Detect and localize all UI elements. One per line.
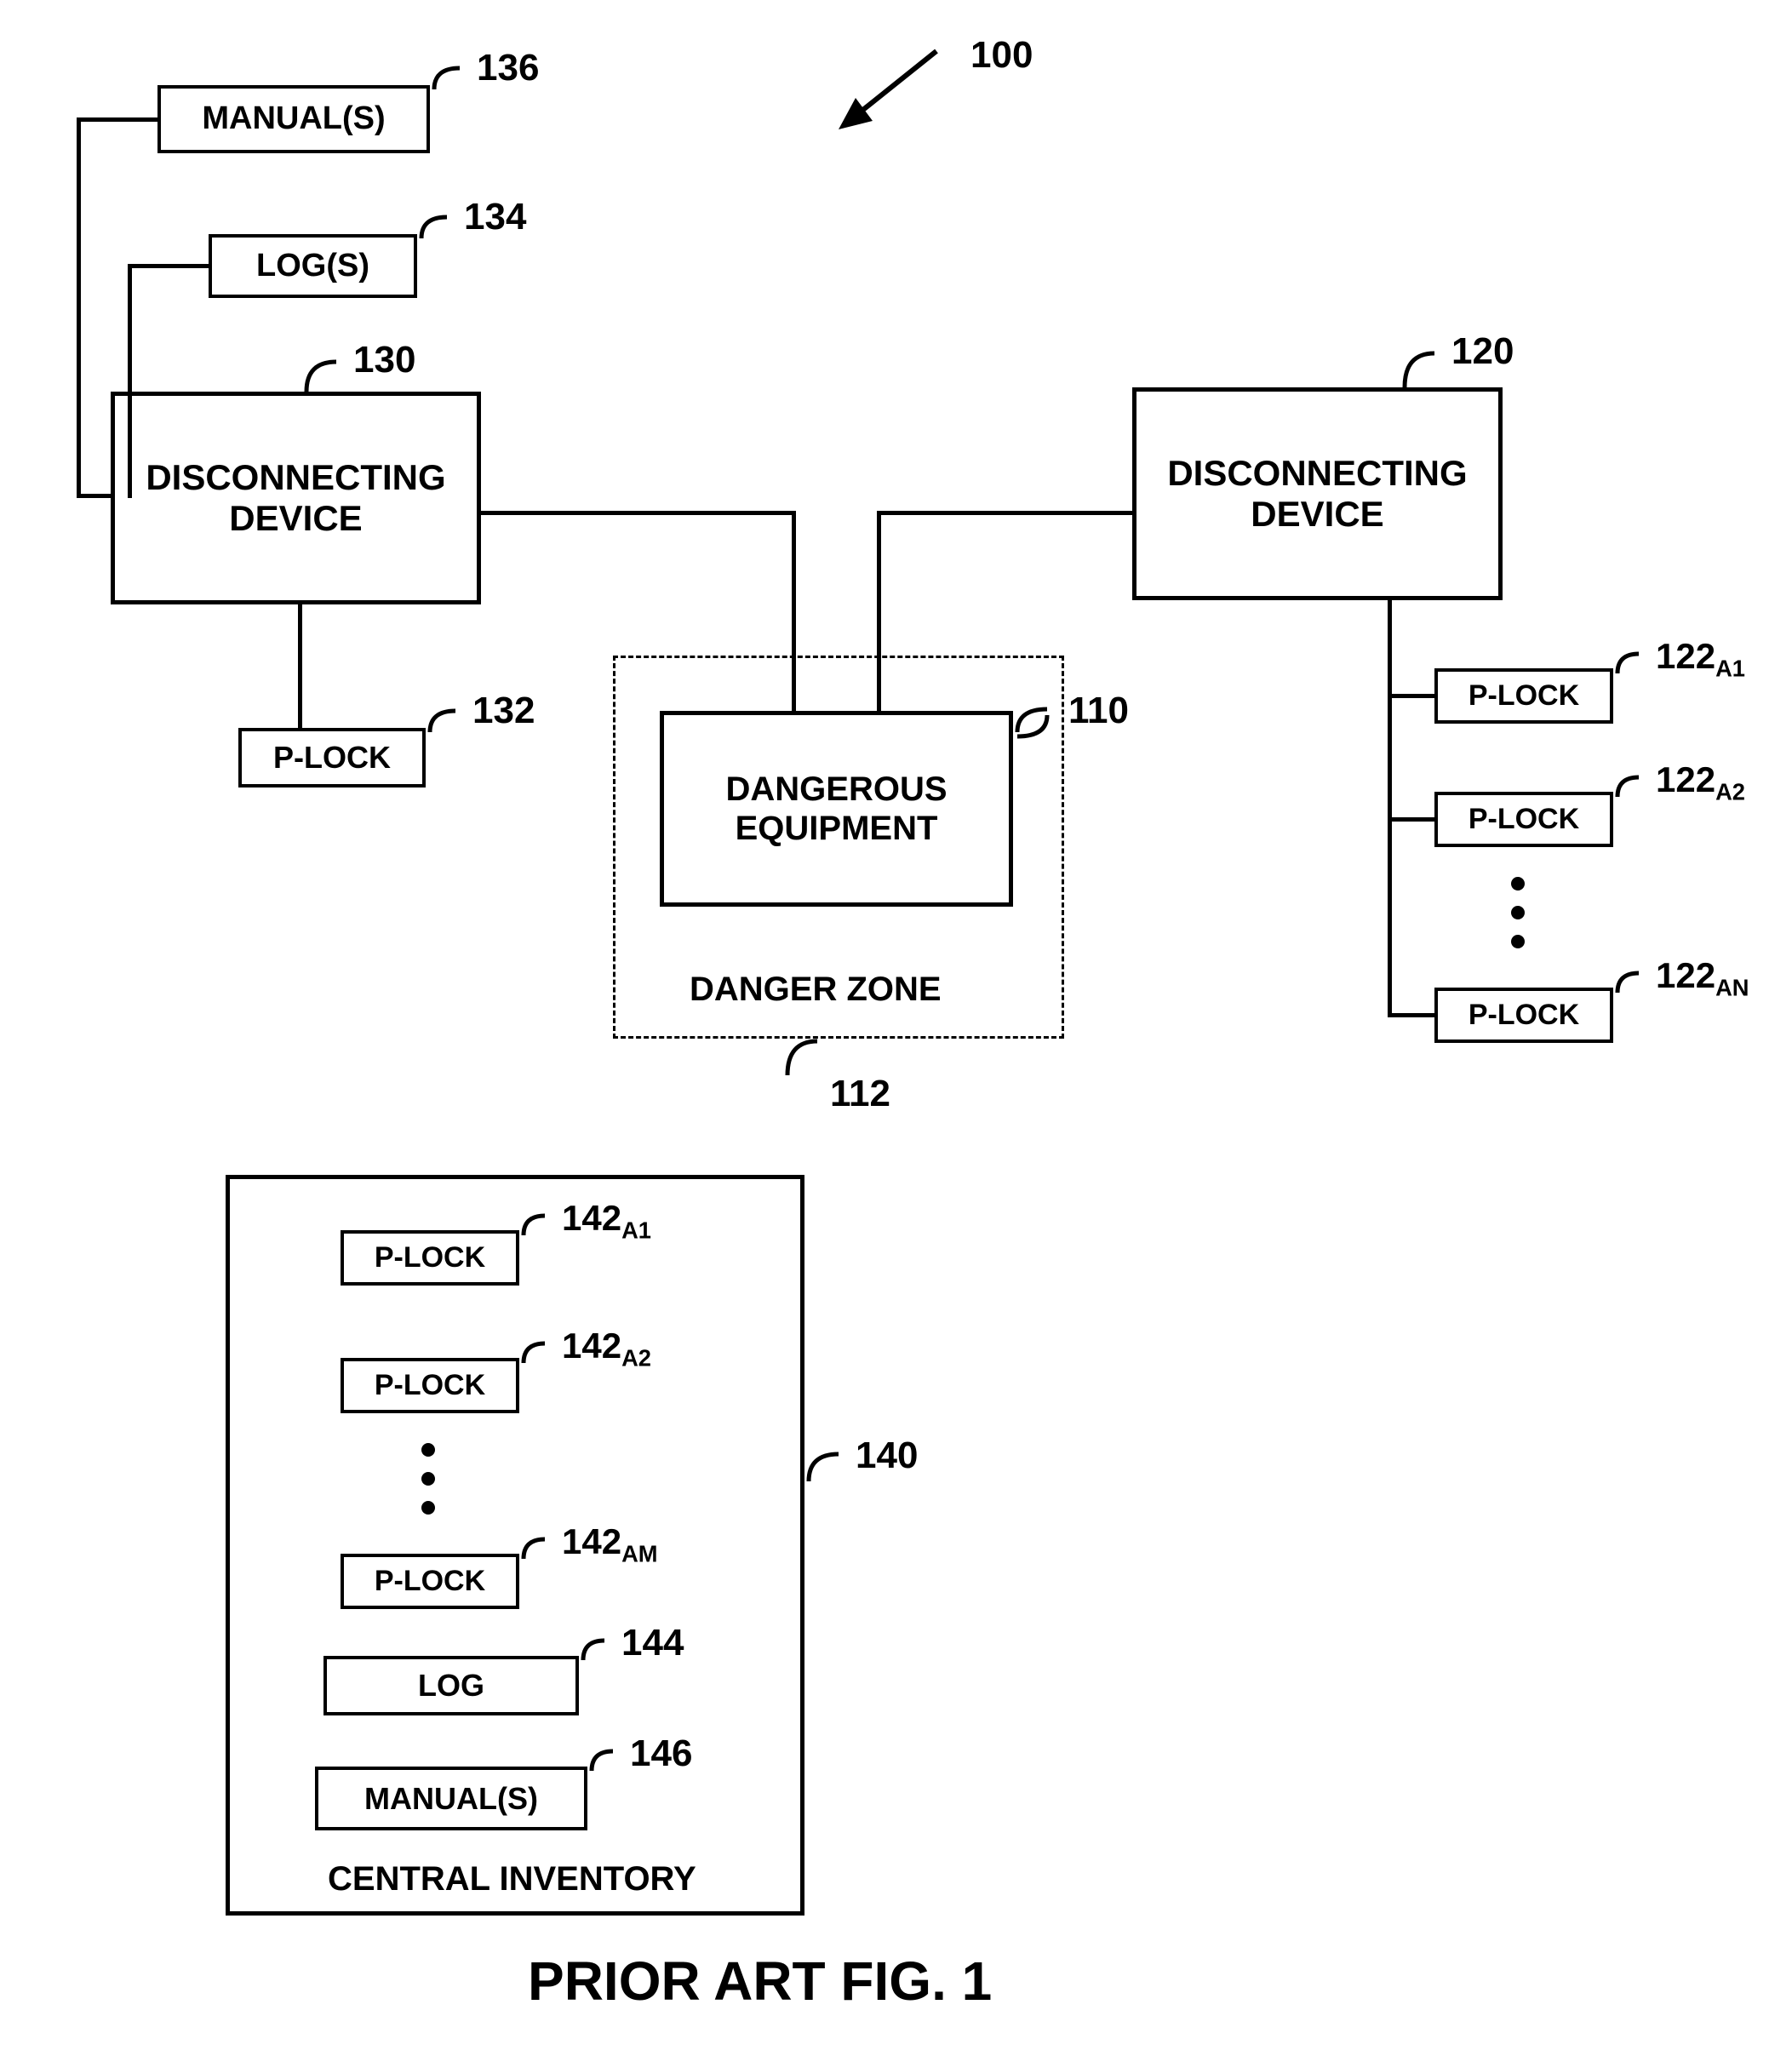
disc-left-text: DISCONNECTING DEVICE	[146, 457, 445, 540]
conn	[1388, 600, 1392, 1017]
conn	[128, 264, 209, 268]
log-top-box: LOG(S)	[209, 234, 417, 298]
conn	[298, 604, 302, 728]
conn	[77, 117, 157, 122]
inv-pm-box: P-LOCK	[341, 1554, 519, 1609]
arrow-100	[809, 34, 979, 153]
ref-140: 140	[856, 1435, 918, 1477]
inv-log-box: LOG	[323, 1656, 579, 1715]
manual-top-text: MANUAL(S)	[202, 100, 385, 138]
log-top-text: LOG(S)	[256, 248, 369, 285]
ref-120: 120	[1451, 330, 1514, 373]
ref-136: 136	[477, 47, 539, 89]
disc-left-box: DISCONNECTING DEVICE	[111, 392, 481, 604]
plock-rn-text: P-LOCK	[1469, 999, 1579, 1032]
inv-log-text: LOG	[418, 1668, 484, 1703]
plock-r1-box: P-LOCK	[1434, 668, 1613, 724]
inv-p2-box: P-LOCK	[341, 1358, 519, 1413]
disc-right-text: DISCONNECTING DEVICE	[1167, 453, 1467, 535]
diagram-canvas: 100 MANUAL(S) 136 LOG(S) 134 DISCONNECTI…	[0, 0, 1792, 2056]
danger-eq-text: DANGEROUS EQUIPMENT	[725, 770, 947, 848]
inv-p1-text: P-LOCK	[375, 1241, 485, 1274]
ref-100: 100	[970, 34, 1033, 77]
disc-right-box: DISCONNECTING DEVICE	[1132, 387, 1503, 600]
plock-r2-box: P-LOCK	[1434, 792, 1613, 847]
ref-112: 112	[830, 1073, 890, 1115]
central-inventory-label: CENTRAL INVENTORY	[328, 1860, 696, 1899]
ref-144: 144	[621, 1622, 684, 1664]
ref-122a1: 122A1	[1656, 636, 1745, 682]
inv-p2-text: P-LOCK	[375, 1369, 485, 1402]
plock-left-box: P-LOCK	[238, 728, 426, 787]
inv-pm-text: P-LOCK	[375, 1565, 485, 1598]
ref-122an: 122AN	[1656, 955, 1749, 1001]
conn	[877, 511, 1132, 515]
plock-left-text: P-LOCK	[273, 740, 391, 775]
conn	[77, 117, 81, 498]
figure-title: PRIOR ART FIG. 1	[528, 1950, 992, 2013]
inv-p1-box: P-LOCK	[341, 1230, 519, 1286]
danger-eq-box: DANGEROUS EQUIPMENT	[660, 711, 1013, 907]
ref-142a1: 142A1	[562, 1198, 651, 1244]
ref-142a2: 142A2	[562, 1326, 651, 1372]
plock-r1-text: P-LOCK	[1469, 679, 1579, 713]
dots-inventory	[421, 1443, 435, 1515]
ref-122a2: 122A2	[1656, 759, 1745, 805]
ref-134: 134	[464, 196, 526, 238]
conn	[1388, 817, 1434, 822]
conn	[77, 494, 111, 498]
ref-142am: 142AM	[562, 1521, 658, 1567]
ref-146: 146	[630, 1732, 692, 1775]
ref-110: 110	[1068, 690, 1129, 732]
plock-rn-box: P-LOCK	[1434, 988, 1613, 1043]
conn	[1388, 694, 1434, 698]
ref-130: 130	[353, 339, 415, 381]
conn	[792, 511, 796, 711]
dots-right	[1511, 877, 1525, 948]
plock-r2-text: P-LOCK	[1469, 803, 1579, 836]
conn	[877, 511, 881, 711]
conn	[481, 511, 796, 515]
conn	[1388, 1013, 1434, 1017]
inv-manual-box: MANUAL(S)	[315, 1767, 587, 1830]
manual-top-box: MANUAL(S)	[157, 85, 430, 153]
conn	[128, 264, 132, 498]
danger-zone-label: DANGER ZONE	[690, 971, 942, 1009]
inv-manual-text: MANUAL(S)	[364, 1781, 538, 1816]
ref-132: 132	[472, 690, 535, 732]
